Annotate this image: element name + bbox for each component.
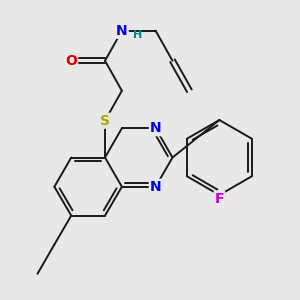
Text: N: N	[150, 121, 161, 135]
Text: F: F	[214, 192, 224, 206]
Text: S: S	[100, 114, 110, 128]
Text: O: O	[65, 54, 77, 68]
Text: N: N	[150, 180, 161, 194]
Text: H: H	[133, 30, 142, 40]
Text: N: N	[116, 24, 128, 38]
